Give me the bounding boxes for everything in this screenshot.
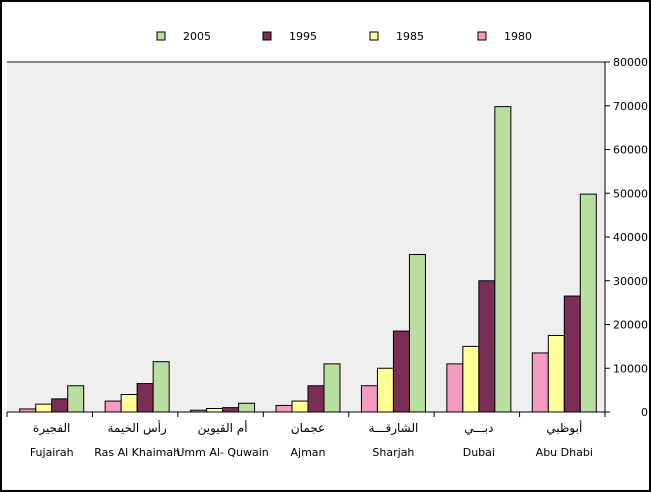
bar-1985-fujairah [35, 403, 53, 413]
legend-label-1980: 1980 [504, 30, 532, 43]
plot-area [7, 62, 605, 412]
legend-swatch-2005 [156, 31, 166, 41]
bar-2005-abu-dhabi [579, 193, 597, 413]
legend-swatch-1985 [369, 31, 379, 41]
bar-1985-ras-al-khaimah [120, 394, 138, 413]
bar-1995-fujairah [51, 398, 69, 413]
bar-1985-abu-dhabi [547, 334, 565, 413]
bar-1995-ajman [307, 385, 325, 413]
x-tick-label-english: Ras Al Khaimah [94, 446, 180, 459]
bar-1995-sharjah [392, 330, 410, 413]
bar-1980-sharjah [360, 385, 378, 413]
x-tick-label-english: Dubai [463, 446, 495, 459]
x-tick-label-english: Fujairah [30, 446, 74, 459]
y-tick-label: 10000 [613, 362, 648, 375]
bar-2005-fujairah [67, 385, 85, 413]
bar-1985-umm-al-quwain [206, 408, 224, 413]
bar-2005-sharjah [408, 254, 426, 413]
legend-swatch-1995 [262, 31, 272, 41]
x-tick-label-arabic: أم القيوين [198, 420, 248, 436]
y-tick-label: 50000 [613, 187, 648, 200]
bar-1985-sharjah [376, 367, 394, 413]
x-tick-label-arabic: الفجيرة [33, 421, 70, 436]
bar-1985-ajman [291, 400, 309, 413]
x-tick-label-arabic: أبوظبي [546, 420, 582, 436]
legend-label-2005: 2005 [183, 30, 211, 43]
bar-1995-umm-al-quwain [222, 407, 240, 413]
bar-1985-dubai [462, 345, 480, 413]
y-tick-label: 40000 [613, 231, 648, 244]
x-tick-label-arabic: عجمان [291, 421, 325, 435]
bars [19, 106, 597, 413]
x-tick-label-english: Ajman [290, 446, 325, 459]
y-tick-label: 70000 [613, 100, 648, 113]
legend: 2005 1995 1985 1980 [156, 30, 532, 43]
bar-2005-dubai [494, 106, 512, 413]
bar-1980-abu-dhabi [531, 352, 549, 413]
x-tick-label-english: Abu Dhabi [536, 446, 593, 459]
bar-1995-dubai [478, 280, 496, 413]
legend-swatch-1980 [477, 31, 487, 41]
x-tick-label-english: Sharjah [372, 446, 414, 459]
x-axis: الفجيرة Fujairah رأس الخيمة Ras Al Khaimah أ… [6, 411, 610, 459]
y-tick-label: 60000 [613, 144, 648, 157]
bar-1980-dubai [446, 363, 464, 413]
y-tick-label: 30000 [613, 275, 648, 288]
bar-2005-ras-al-khaimah [152, 361, 170, 413]
x-tick-label-arabic: الشارقـــة [368, 421, 418, 436]
y-tick-label: 20000 [613, 319, 648, 332]
legend-label-1995: 1995 [289, 30, 317, 43]
bar-1995-ras-al-khaimah [136, 383, 154, 413]
bar-1980-ajman [275, 404, 293, 413]
x-tick-label-arabic: دبـــي [464, 421, 493, 435]
y-tick-label: 0 [641, 406, 648, 419]
bar-2005-umm-al-quwain [238, 402, 256, 413]
legend-label-1985: 1985 [396, 30, 424, 43]
bar-2005-ajman [323, 363, 341, 413]
x-tick-label-arabic: رأس الخيمة [107, 420, 167, 436]
y-axis: 0 10000 20000 30000 40000 50000 60000 70000 8000… [604, 56, 648, 419]
bar-1980-ras-al-khaimah [104, 400, 122, 413]
x-tick-label-english: Umm Al- Quwain [176, 446, 268, 459]
y-tick-label: 80000 [613, 56, 648, 69]
bar-1995-abu-dhabi [563, 295, 581, 413]
